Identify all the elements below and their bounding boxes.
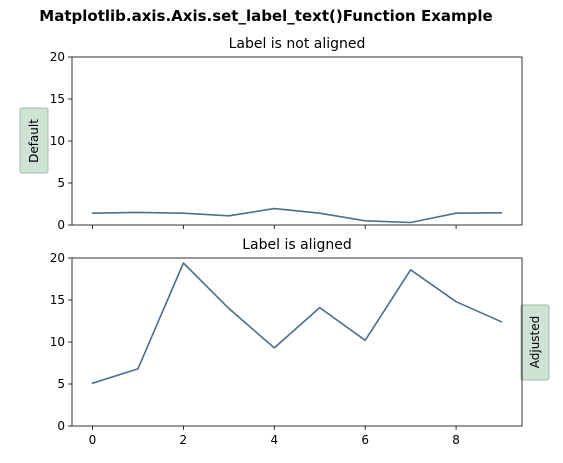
top-axes-ticks: 0 5 10 15 20 xyxy=(50,50,457,232)
top-ytick-label: 20 xyxy=(50,50,65,64)
top-ytick-label: 15 xyxy=(50,92,65,106)
bottom-xtick-label: 6 xyxy=(361,433,369,447)
bottom-axes-ticks: 0 5 10 15 20 0 2 4 6 8 xyxy=(50,251,460,447)
top-ytick-label: 10 xyxy=(50,134,65,148)
bottom-xtick-label: 8 xyxy=(452,433,460,447)
bottom-ytick-label: 20 xyxy=(50,251,65,265)
bottom-axes-frame xyxy=(71,257,523,427)
bottom-xtick-label: 4 xyxy=(270,433,278,447)
bottom-axes: Label is aligned Adjusted 0 5 10 15 20 0 2 4 6 8 xyxy=(50,237,550,447)
top-ylabel: Default xyxy=(19,107,49,174)
top-ylabel-text: Default xyxy=(27,119,41,163)
bottom-plot-area xyxy=(91,262,503,385)
top-axes: Label is not aligned Default 0 5 10 15 20 xyxy=(19,36,523,232)
bottom-ytick-label: 10 xyxy=(50,335,65,349)
top-series-line xyxy=(91,207,503,224)
bottom-ytick-label: 0 xyxy=(57,419,65,433)
bottom-ytick-label: 15 xyxy=(50,293,65,307)
top-axes-frame xyxy=(71,56,523,226)
bottom-xtick-label: 0 xyxy=(89,433,97,447)
bottom-ylabel-text: Adjusted xyxy=(528,316,542,369)
bottom-ylabel-box xyxy=(520,304,550,381)
top-ytick-label: 0 xyxy=(57,218,65,232)
top-plot-area xyxy=(91,207,503,224)
top-ytick-label: 5 xyxy=(57,176,65,190)
bottom-ylabel: Adjusted xyxy=(520,304,550,381)
bottom-series-line xyxy=(91,262,503,385)
figure-suptitle: Matplotlib.axis.Axis.set_label_text()Fun… xyxy=(39,7,492,25)
top-axes-title: Label is not aligned xyxy=(229,36,366,52)
top-ylabel-box xyxy=(19,107,49,174)
bottom-ytick-label: 5 xyxy=(57,377,65,391)
bottom-axes-title: Label is aligned xyxy=(242,237,351,253)
bottom-xtick-label: 2 xyxy=(180,433,188,447)
